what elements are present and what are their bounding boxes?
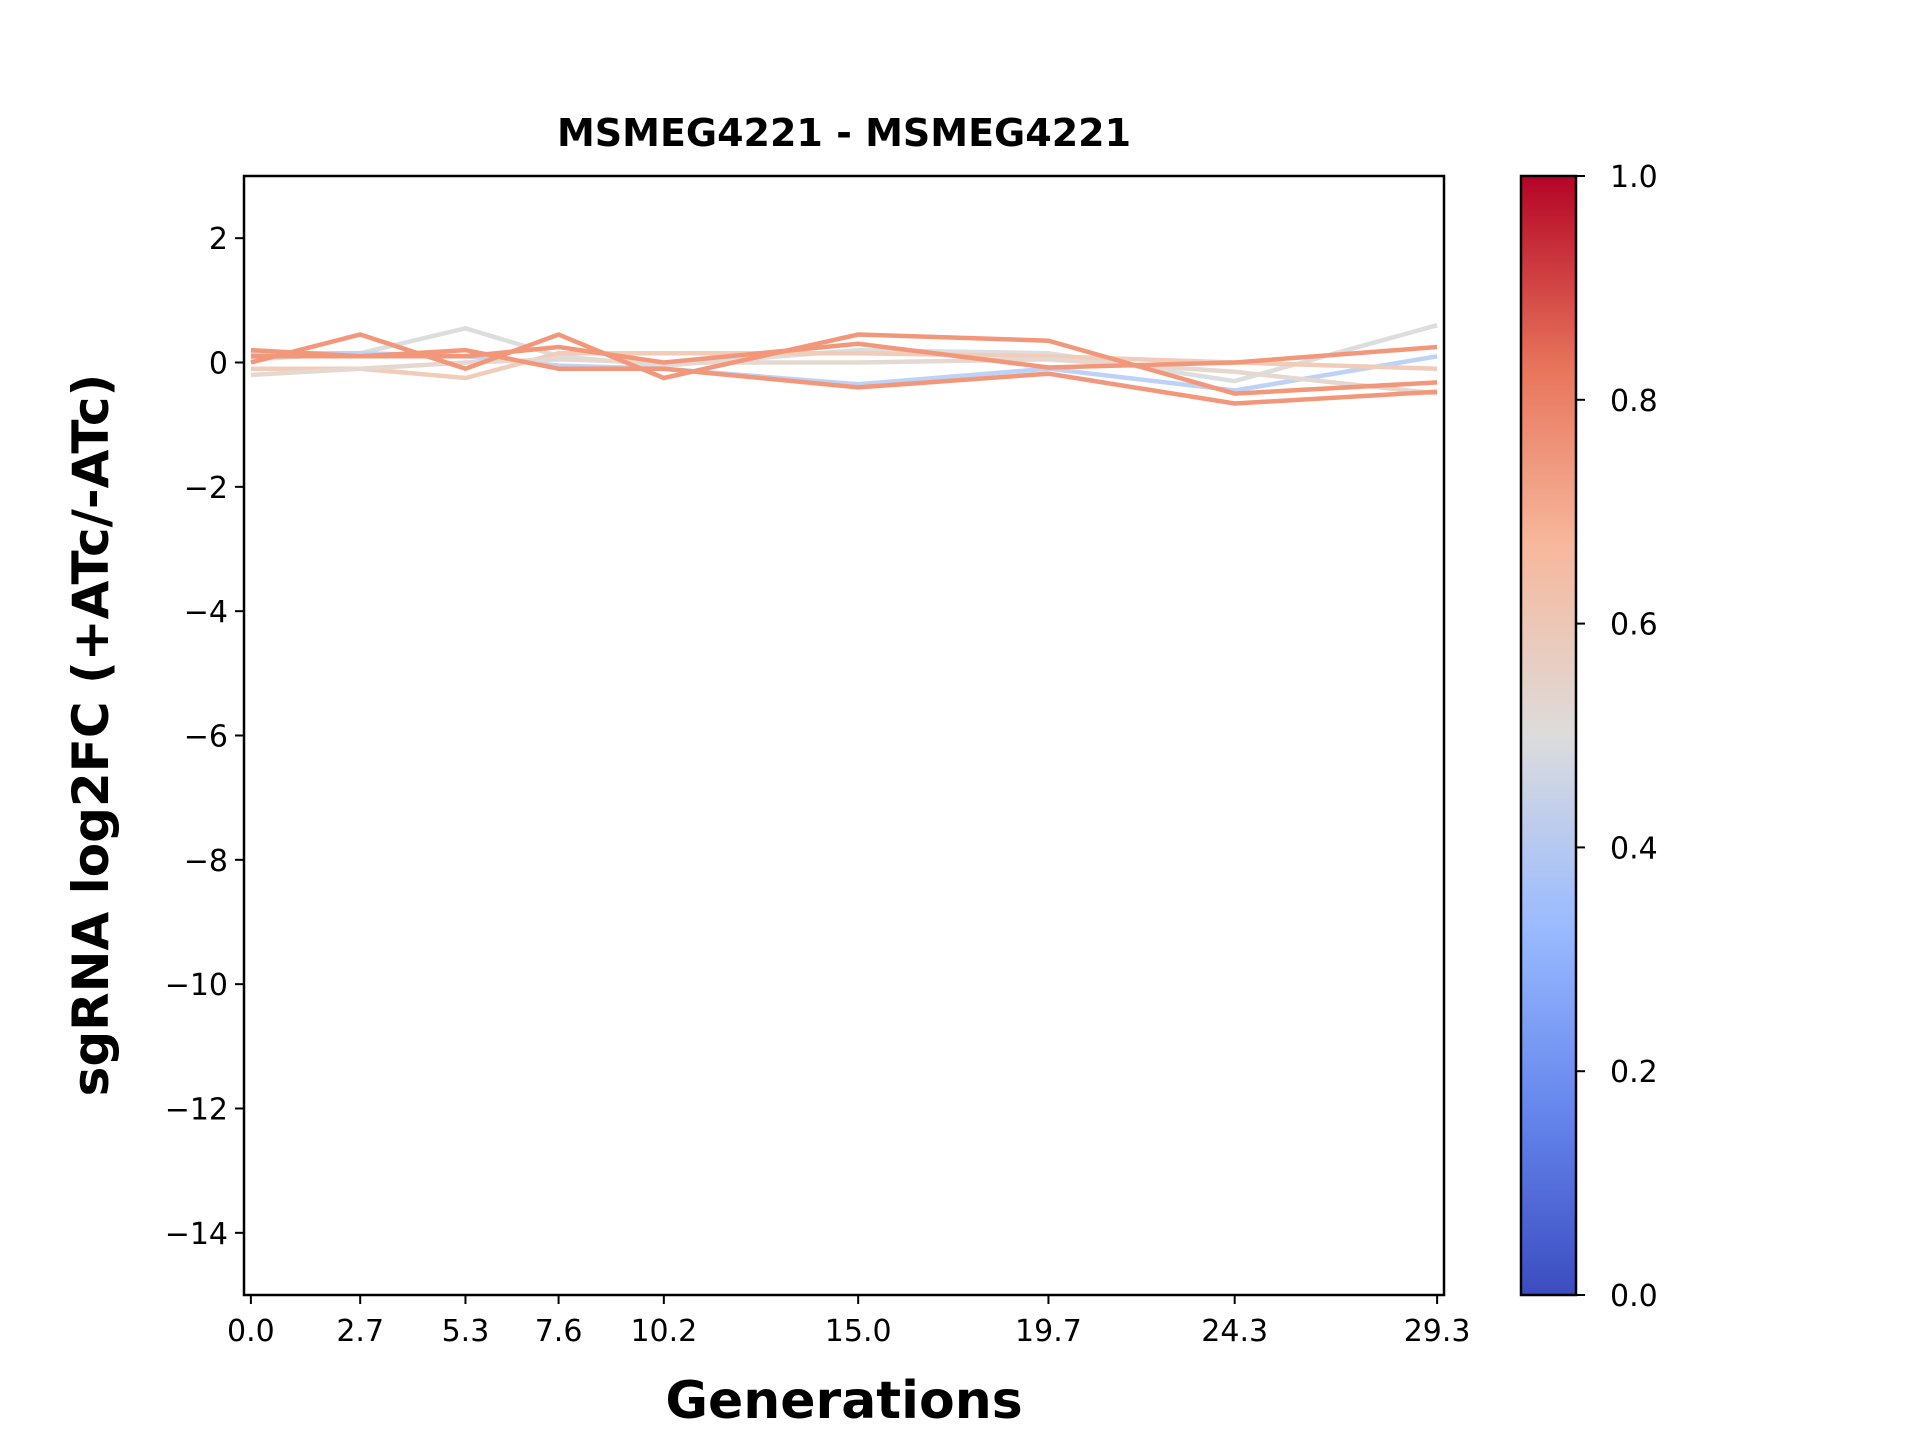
series-line-4 — [250, 332, 1438, 396]
x-axis-label: Generations — [665, 1371, 1022, 1431]
x-tick-label: 24.3 — [1201, 1314, 1268, 1349]
x-axis: 0.0 2.7 5.3 7.6 10.2 15.0 19.7 24.3 29.3 — [227, 1295, 1471, 1349]
colorbar-tick-label: 0.0 — [1610, 1279, 1658, 1314]
x-tick-label: 5.3 — [442, 1314, 490, 1349]
x-tick-label: 29.3 — [1404, 1314, 1471, 1349]
colorbar — [1519, 174, 1578, 1297]
y-tick-label: −14 — [165, 1217, 228, 1252]
series-lines — [250, 323, 1438, 406]
x-tick-label: 19.7 — [1015, 1314, 1082, 1349]
x-tick-label: 15.0 — [825, 1314, 892, 1349]
y-tick-label: −4 — [184, 595, 228, 630]
colorbar-tick-label: 0.2 — [1610, 1055, 1658, 1090]
series-line-2 — [250, 350, 1438, 381]
colorbar-tick-label: 0.6 — [1610, 608, 1658, 643]
y-tick-label: −10 — [165, 968, 228, 1003]
y-axis-label: sgRNA log2FC (+ATc/-ATc) — [62, 374, 120, 1097]
y-tick-label: −6 — [184, 720, 228, 755]
y-tick-label: 2 — [209, 222, 228, 257]
colorbar-tick-label: 0.4 — [1610, 831, 1658, 866]
x-tick-label: 10.2 — [630, 1314, 697, 1349]
colorbar-tick-label: 0.8 — [1610, 384, 1658, 419]
y-tick-label: −12 — [165, 1093, 228, 1128]
y-tick-label: 0 — [209, 347, 228, 382]
x-tick-label: 0.0 — [227, 1314, 275, 1349]
chart-title: MSMEG4221 - MSMEG4221 — [557, 111, 1131, 155]
y-axis: 2 0 −2 −4 −6 −8 −10 −12 −14 — [165, 222, 244, 1252]
colorbar-tick-label: 1.0 — [1610, 160, 1658, 195]
y-tick-label: −2 — [184, 471, 228, 506]
x-tick-label: 2.7 — [336, 1314, 384, 1349]
y-tick-label: −8 — [184, 844, 228, 879]
colorbar-axis: 0.0 0.2 0.4 0.6 0.8 1.0 — [1576, 160, 1658, 1314]
series-line-6 — [250, 341, 1438, 370]
x-tick-label: 7.6 — [535, 1314, 583, 1349]
